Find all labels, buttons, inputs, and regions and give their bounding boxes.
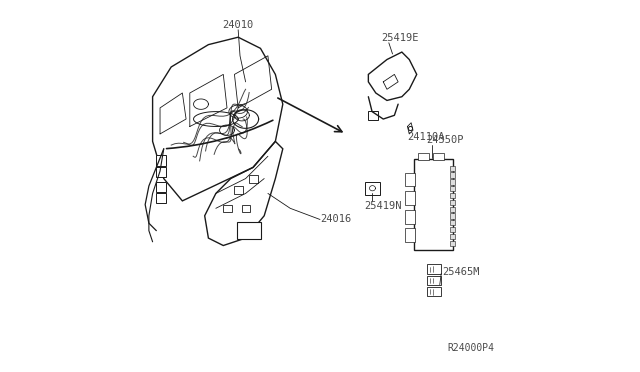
FancyBboxPatch shape	[234, 186, 243, 194]
FancyBboxPatch shape	[405, 228, 415, 242]
Text: 25419N: 25419N	[364, 201, 401, 211]
Text: R24000P4: R24000P4	[448, 343, 495, 353]
Text: 24010: 24010	[223, 20, 254, 30]
FancyBboxPatch shape	[450, 241, 455, 246]
FancyBboxPatch shape	[450, 193, 455, 198]
Text: 25465M: 25465M	[442, 267, 479, 276]
Text: 24110A: 24110A	[408, 132, 445, 142]
FancyBboxPatch shape	[156, 182, 166, 192]
FancyBboxPatch shape	[223, 205, 232, 212]
FancyBboxPatch shape	[241, 205, 250, 212]
FancyBboxPatch shape	[156, 155, 166, 166]
FancyBboxPatch shape	[156, 193, 166, 203]
FancyBboxPatch shape	[156, 167, 166, 177]
Text: 25419E: 25419E	[381, 33, 419, 43]
FancyBboxPatch shape	[405, 173, 415, 186]
FancyBboxPatch shape	[427, 264, 440, 274]
FancyBboxPatch shape	[450, 227, 455, 232]
FancyBboxPatch shape	[427, 287, 440, 296]
FancyBboxPatch shape	[367, 111, 378, 120]
FancyBboxPatch shape	[237, 222, 261, 239]
FancyBboxPatch shape	[450, 220, 455, 225]
FancyBboxPatch shape	[450, 214, 455, 219]
FancyBboxPatch shape	[414, 159, 453, 250]
FancyBboxPatch shape	[450, 200, 455, 205]
FancyBboxPatch shape	[450, 206, 455, 212]
FancyBboxPatch shape	[450, 234, 455, 239]
FancyBboxPatch shape	[405, 191, 415, 205]
Text: 24016: 24016	[320, 215, 351, 224]
FancyBboxPatch shape	[418, 153, 429, 160]
FancyBboxPatch shape	[450, 179, 455, 185]
FancyBboxPatch shape	[427, 276, 440, 285]
FancyBboxPatch shape	[249, 175, 258, 183]
FancyBboxPatch shape	[405, 210, 415, 224]
FancyBboxPatch shape	[450, 186, 455, 191]
Text: 24350P: 24350P	[426, 135, 463, 145]
FancyBboxPatch shape	[365, 182, 380, 195]
FancyBboxPatch shape	[450, 166, 455, 171]
FancyBboxPatch shape	[433, 153, 444, 160]
FancyBboxPatch shape	[450, 173, 455, 178]
